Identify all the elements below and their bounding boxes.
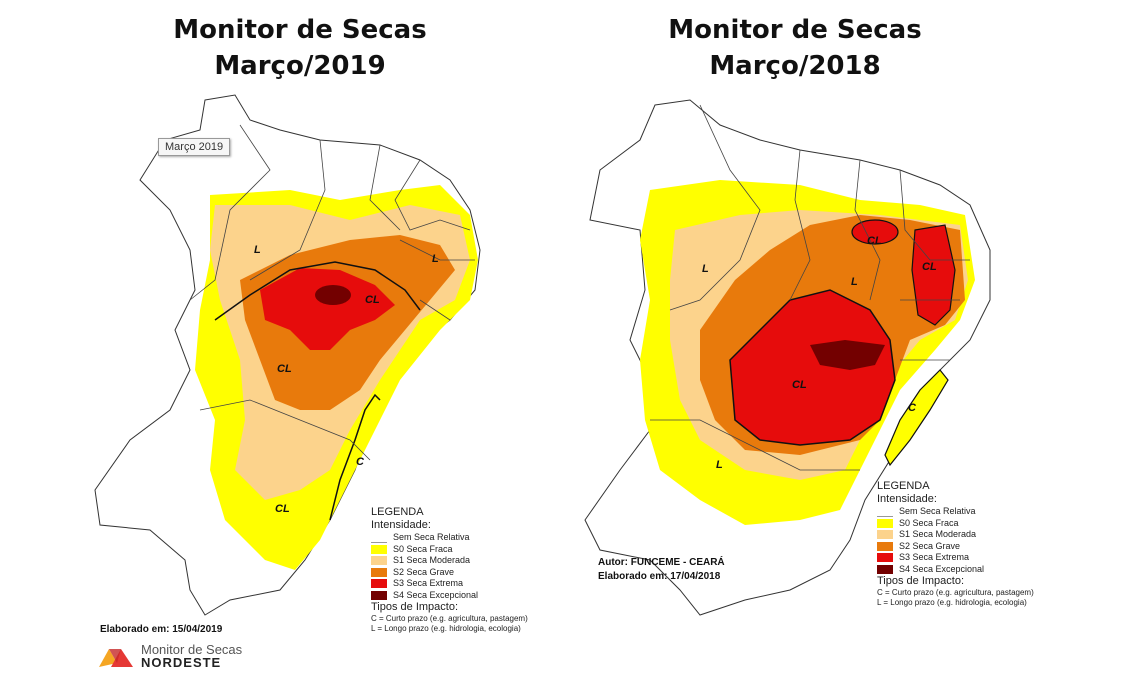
legend-label: S4 Seca Excepcional [393, 589, 479, 600]
legend-title: LEGENDA [371, 506, 424, 518]
legend-swatch [877, 553, 893, 563]
zone-label: CL [867, 235, 882, 247]
zone-label: CL [792, 379, 807, 391]
legend-item: S1 Seca Moderada [371, 555, 528, 567]
s3-area-north [851, 219, 899, 245]
short-term-boundary [884, 369, 949, 467]
legend-label: S2 Seca Grave [393, 566, 455, 577]
logo-icon [99, 648, 133, 667]
left-map: L CL CL C CL L [94, 94, 481, 616]
right-map: CL CL L L CL C L [584, 99, 991, 616]
legend-item: Sem Seca Relativa [877, 506, 1034, 518]
legend-left: LEGENDA Intensidade: Sem Seca Relativa S… [371, 506, 528, 634]
legend-title: LEGENDA [877, 480, 930, 492]
legend-label: S2 Seca Grave [899, 540, 961, 551]
logo-line-1: Monitor de Secas [141, 642, 243, 657]
right-credit: Elaborado em: 17/04/2018 [598, 571, 721, 582]
legend-label: S3 Seca Extrema [899, 552, 970, 562]
monitor-de-secas-logo: Monitor de Secas NORDESTE [97, 643, 242, 670]
s4-area [810, 340, 885, 370]
title-line-1: Monitor de Secas [173, 15, 427, 45]
legend-swatch [877, 564, 893, 574]
legend-swatch [371, 544, 387, 554]
legend-item: S4 Seca Excepcional [877, 564, 1034, 576]
legend-label: Sem Seca Relativa [393, 532, 470, 542]
title-line-2: Março/2019 [214, 51, 386, 81]
legend-label: S1 Seca Moderada [393, 555, 471, 565]
legend-swatch [371, 556, 387, 566]
legend-swatch [371, 590, 387, 600]
legend-swatch [371, 532, 387, 543]
s4-area [315, 285, 351, 305]
impact-heading: Tipos de Impacto: [371, 601, 459, 613]
zone-label: L [716, 459, 723, 471]
zone-label: L [254, 244, 261, 256]
zone-label: C [356, 456, 365, 468]
zone-label: CL [365, 294, 380, 306]
state-borders [650, 104, 970, 471]
left-map-title: Monitor de Secas Março/2019 [150, 12, 450, 84]
legend-item: S1 Seca Moderada [877, 529, 1034, 541]
long-term-boundary [214, 261, 421, 321]
impact-item: C = Curto prazo (e.g. agricultura, pasta… [371, 614, 528, 623]
legend-label: S4 Seca Excepcional [899, 563, 985, 574]
legend-label: S1 Seca Moderada [899, 529, 977, 539]
impact-item: L = Longo prazo (e.g. hidrologia, ecolog… [371, 624, 521, 633]
zone-label: L [851, 276, 858, 288]
date-tag: Março 2019 [158, 138, 231, 156]
legend-item: S2 Seca Grave [877, 541, 1034, 553]
legend-label: Sem Seca Relativa [899, 506, 976, 516]
zone-label: C [908, 402, 917, 414]
state-borders [189, 124, 475, 461]
zone-label: L [702, 263, 709, 275]
legend-right: LEGENDA Intensidade: Sem Seca Relativa S… [877, 480, 1034, 608]
zone-label: CL [922, 261, 937, 273]
legend-label: S0 Seca Fraca [899, 517, 959, 528]
legend-label: S3 Seca Extrema [393, 578, 464, 588]
legend-item: Sem Seca Relativa [371, 532, 528, 544]
legend-item: S2 Seca Grave [371, 567, 528, 579]
legend-heading: Intensidade: [371, 519, 431, 531]
legend-swatch [371, 567, 387, 577]
left-credit: Elaborado em: 15/04/2019 [100, 624, 223, 635]
legend-item: S4 Seca Excepcional [371, 590, 528, 602]
legend-label: S0 Seca Fraca [393, 543, 453, 554]
zone-label: CL [277, 363, 292, 375]
impact-heading: Tipos de Impacto: [877, 575, 965, 587]
right-author: Autor: FUNCEME - CEARÁ [598, 557, 725, 568]
legend-swatch [877, 518, 893, 528]
legend-swatch [877, 506, 893, 517]
title-line-2: Março/2018 [709, 51, 881, 81]
legend-swatch [371, 579, 387, 589]
legend-swatch [877, 530, 893, 540]
legend-item: S3 Seca Extrema [371, 578, 528, 590]
impact-item: C = Curto prazo (e.g. agricultura, pasta… [877, 588, 1034, 597]
s3-area-east [911, 224, 956, 326]
title-line-1: Monitor de Secas [668, 15, 922, 45]
legend-swatch [877, 541, 893, 551]
impact-item: L = Longo prazo (e.g. hidrologia, ecolog… [877, 598, 1027, 607]
logo-line-2: NORDESTE [141, 655, 222, 670]
legend-item: S3 Seca Extrema [877, 552, 1034, 564]
s3-area [260, 268, 395, 350]
zone-label: L [432, 253, 439, 265]
legend-heading: Intensidade: [877, 493, 937, 505]
legend-item: S0 Seca Fraca [877, 518, 1034, 530]
zone-label: CL [275, 503, 290, 515]
right-map-title: Monitor de Secas Março/2018 [645, 12, 945, 84]
legend-item: S0 Seca Fraca [371, 544, 528, 556]
short-term-boundary [329, 393, 381, 521]
